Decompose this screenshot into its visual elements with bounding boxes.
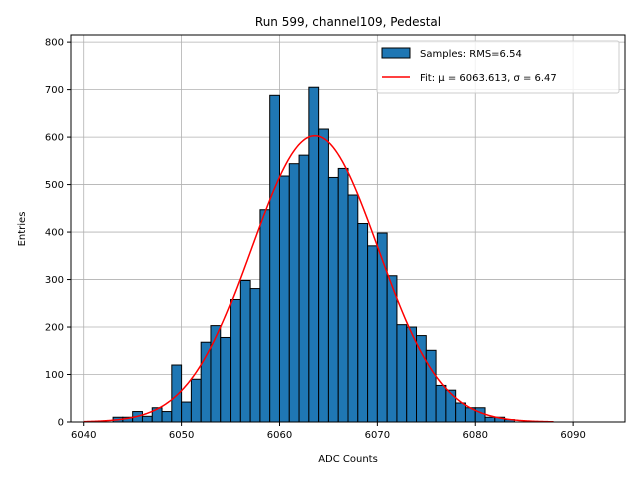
y-tick-label: 400 xyxy=(45,228,64,239)
histogram-bar xyxy=(318,128,329,423)
histogram-bar xyxy=(259,209,271,423)
legend-swatch-samples xyxy=(381,47,411,59)
chart-title: Run 599, channel109, Pedestal xyxy=(255,15,441,29)
x-tick-label: 6060 xyxy=(267,430,292,441)
histogram-bar xyxy=(474,407,486,423)
histogram-bar xyxy=(445,389,457,423)
y-tick-label: 0 xyxy=(58,418,64,429)
legend: Samples: RMS=6.54 Fit: μ = 6063.613, σ =… xyxy=(376,40,620,94)
x-axis-ticks: 6040 6050 6060 6070 6080 6090 xyxy=(71,422,586,441)
histogram-bar xyxy=(347,194,359,423)
y-tick-label: 100 xyxy=(45,370,64,381)
histogram-bar xyxy=(455,402,466,423)
histogram-bar xyxy=(161,411,173,423)
histogram-bar xyxy=(435,384,447,423)
histogram-bar xyxy=(171,364,183,423)
histogram-bar xyxy=(181,401,192,423)
y-tick-label: 600 xyxy=(45,133,64,144)
histogram-bars xyxy=(112,86,515,423)
histogram-bar xyxy=(484,416,496,423)
x-tick-label: 6080 xyxy=(463,430,488,441)
histogram-bar xyxy=(190,378,202,423)
y-tick-label: 300 xyxy=(45,275,64,286)
histogram-bar xyxy=(210,325,222,423)
histogram-bar xyxy=(367,245,378,423)
histogram-bar xyxy=(141,415,153,423)
histogram-bar xyxy=(249,288,261,423)
histogram-bar xyxy=(425,349,437,423)
histogram-bar xyxy=(416,335,427,423)
histogram-bar xyxy=(230,298,241,423)
y-axis-ticks: 0 100 200 300 400 500 600 700 800 xyxy=(45,38,71,429)
histogram-bar xyxy=(386,275,398,423)
y-axis-label: Entries xyxy=(17,212,28,247)
y-tick-label: 700 xyxy=(45,85,64,96)
histogram-bar xyxy=(288,163,300,423)
fit-curve-layer xyxy=(83,134,554,423)
histogram-bar xyxy=(220,336,232,423)
x-tick-label: 6040 xyxy=(71,430,96,441)
legend-label-samples: Samples: RMS=6.54 xyxy=(420,49,522,60)
histogram-bar xyxy=(396,324,408,423)
x-tick-label: 6090 xyxy=(560,430,585,441)
histogram-bar xyxy=(357,223,369,423)
fit-curve xyxy=(83,134,554,423)
x-tick-label: 6050 xyxy=(169,430,194,441)
x-axis-label: ADC Counts xyxy=(318,454,378,465)
histogram-bar xyxy=(239,279,251,423)
legend-box xyxy=(376,40,620,94)
plot-area-frame xyxy=(70,34,626,423)
histogram-bar xyxy=(337,167,349,423)
histogram-bar xyxy=(298,154,310,423)
histogram-bar xyxy=(200,341,212,423)
histogram-bar xyxy=(278,175,290,423)
histogram-bar xyxy=(269,94,280,423)
y-tick-label: 500 xyxy=(45,180,64,191)
histogram-bar xyxy=(327,176,339,423)
x-tick-label: 6070 xyxy=(365,430,390,441)
legend-label-fit: Fit: μ = 6063.613, σ = 6.47 xyxy=(420,73,557,84)
histogram-bar xyxy=(308,86,320,423)
y-tick-label: 800 xyxy=(45,38,64,49)
y-tick-label: 200 xyxy=(45,323,64,334)
